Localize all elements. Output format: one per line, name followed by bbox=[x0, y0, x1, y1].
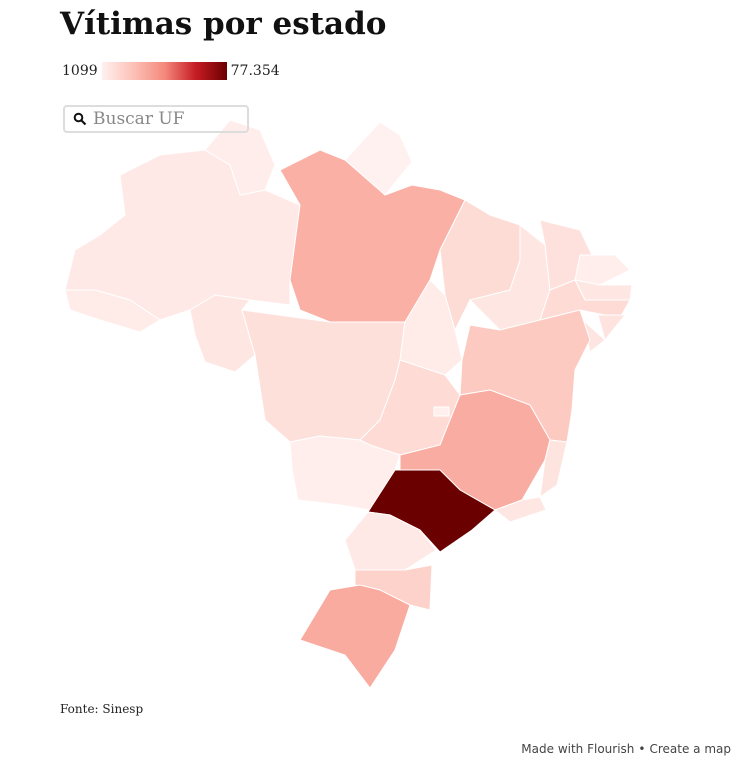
source: Fonte: Sinesp bbox=[60, 702, 144, 716]
legend-ramp bbox=[101, 62, 227, 80]
state[interactable] bbox=[299, 584, 411, 689]
legend-min: 1099 bbox=[62, 63, 98, 79]
footer: Made with Flourish • Create a map bbox=[521, 742, 731, 756]
state[interactable] bbox=[597, 314, 627, 342]
flourish-link[interactable]: Made with Flourish bbox=[521, 742, 635, 756]
state[interactable] bbox=[433, 406, 450, 417]
state[interactable] bbox=[574, 254, 631, 286]
title: Vítimas por estado bbox=[60, 6, 387, 42]
search-icon bbox=[73, 112, 87, 126]
legend-max: 77.354 bbox=[230, 63, 280, 79]
state[interactable] bbox=[189, 294, 256, 373]
state[interactable] bbox=[64, 289, 161, 333]
ramp-rect bbox=[101, 62, 227, 80]
search-box[interactable]: Buscar UF bbox=[63, 105, 249, 133]
state[interactable] bbox=[64, 149, 301, 321]
state[interactable] bbox=[539, 439, 568, 499]
create-link[interactable]: Create a map bbox=[649, 742, 731, 756]
search-placeholder: Buscar UF bbox=[93, 109, 185, 129]
separator: • bbox=[638, 742, 646, 756]
state[interactable] bbox=[493, 496, 547, 523]
legend: 1099 77.354 bbox=[62, 62, 280, 80]
state[interactable] bbox=[204, 119, 276, 196]
